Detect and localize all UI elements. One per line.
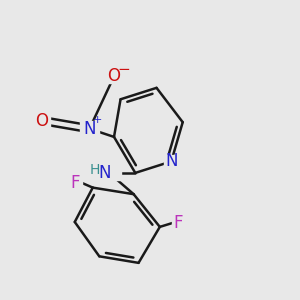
Bar <box>69 176 82 190</box>
Bar <box>97 166 122 180</box>
Text: O: O <box>35 112 49 130</box>
Text: N: N <box>98 164 110 182</box>
Bar <box>34 114 50 128</box>
Bar <box>164 154 178 168</box>
Text: F: F <box>71 174 80 192</box>
Text: F: F <box>174 214 183 232</box>
Bar <box>172 216 185 230</box>
Bar <box>80 122 99 136</box>
Text: N: N <box>165 152 178 170</box>
Text: N: N <box>83 120 96 138</box>
Bar <box>105 70 123 83</box>
Text: O: O <box>107 68 121 85</box>
Text: +: + <box>93 116 103 125</box>
Text: −: − <box>118 62 130 77</box>
Text: H: H <box>89 163 100 177</box>
